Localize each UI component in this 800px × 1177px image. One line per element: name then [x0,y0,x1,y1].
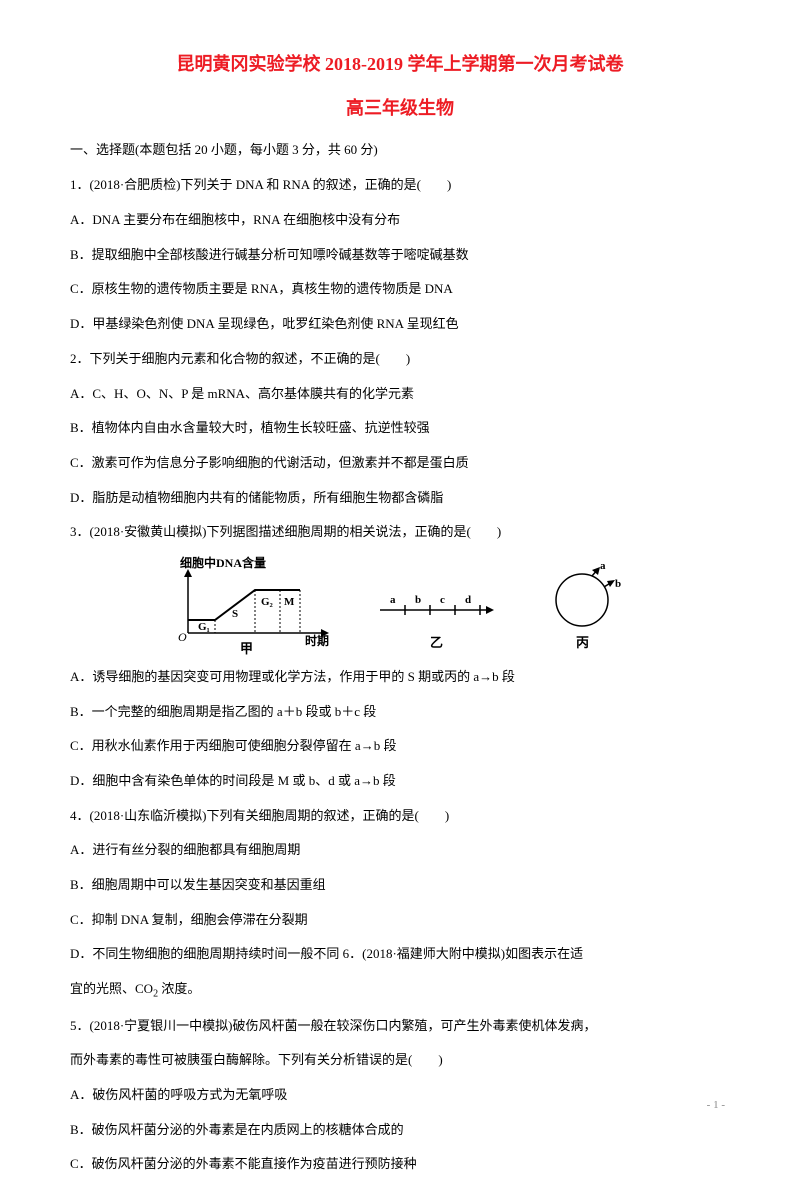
chart-jia-ylabel: 细胞中DNA含量 [180,555,266,570]
chart-yi: a b c d 乙 [370,555,510,655]
svg-text:a: a [390,594,396,606]
exam-title-main: 昆明黄冈实验学校 2018-2019 学年上学期第一次月考试卷 [70,50,730,76]
q5-option-b: B．破伤风杆菌分泌的外毒素是在内质网上的核糖体合成的 [70,1118,730,1143]
q2-option-b: B．植物体内自由水含量较大时，植物生长较旺盛、抗逆性较强 [70,416,730,441]
q4-option-c: C．抑制 DNA 复制，细胞会停滞在分裂期 [70,908,730,933]
q1-option-a: A．DNA 主要分布在细胞核中，RNA 在细胞核中没有分布 [70,208,730,233]
svg-text:丙: 丙 [576,635,589,650]
q4-stem: 4．(2018·山东临沂模拟)下列有关细胞周期的叙述，正确的是( ) [70,804,730,829]
page-number: - 1 - [707,1099,725,1111]
q2-option-d: D．脂肪是动植物细胞内共有的储能物质，所有细胞生物都含磷脂 [70,486,730,511]
q2-stem: 2．下列关于细胞内元素和化合物的叙述，不正确的是( ) [70,347,730,372]
q2-option-c: C．激素可作为信息分子影响细胞的代谢活动，但激素并不都是蛋白质 [70,451,730,476]
svg-text:c: c [440,594,445,606]
q5-option-c: C．破伤风杆菌分泌的外毒素不能直接作为疫苗进行预防接种 [70,1152,730,1177]
q4-option-b: B．细胞周期中可以发生基因突变和基因重组 [70,873,730,898]
q1-option-c: C．原核生物的遗传物质主要是 RNA，真核生物的遗传物质是 DNA [70,277,730,302]
section-header: 一、选择题(本题包括 20 小题，每小题 3 分，共 60 分) [70,138,730,161]
svg-text:O: O [178,630,187,644]
q4-option-a: A．进行有丝分裂的细胞都具有细胞周期 [70,838,730,863]
q3-option-a: A．诱导细胞的基因突变可用物理或化学方法，作用于甲的 S 期或丙的 a→b 段 [70,665,730,690]
svg-text:d: d [465,594,471,606]
svg-text:b: b [415,594,421,606]
svg-text:甲: 甲 [240,641,253,655]
q3-option-d: D．细胞中含有染色单体的时间段是 M 或 b、d 或 a→b 段 [70,769,730,794]
q1-stem: 1．(2018·合肥质检)下列关于 DNA 和 RNA 的叙述，正确的是( ) [70,173,730,198]
chart-jia: 细胞中DNA含量 G₁ S G₂ M O 时期 甲 [170,555,340,655]
q1-option-b: B．提取细胞中全部核酸进行碱基分析可知嘌呤碱基数等于嘧啶碱基数 [70,243,730,268]
q3-stem: 3．(2018·安徽黄山模拟)下列据图描述细胞周期的相关说法，正确的是( ) [70,520,730,545]
svg-text:M: M [284,596,295,608]
q4-option-d-line2: 宜的光照、CO2 浓度。 [70,977,730,1004]
q3-option-c: C．用秋水仙素作用于丙细胞可使细胞分裂停留在 a→b 段 [70,734,730,759]
svg-text:乙: 乙 [430,635,443,650]
svg-text:S: S [232,608,238,620]
q5-option-a: A．破伤风杆菌的呼吸方式为无氧呼吸 [70,1083,730,1108]
svg-text:G₂: G₂ [261,596,274,608]
q3-option-b: B．一个完整的细胞周期是指乙图的 a＋b 段或 b＋c 段 [70,700,730,725]
svg-text:时期: 时期 [305,633,329,648]
svg-text:a: a [600,560,606,572]
q1-option-d: D．甲基绿染色剂使 DNA 呈现绿色，吡罗红染色剂使 RNA 呈现红色 [70,312,730,337]
q2-option-a: A．C、H、O、N、P 是 mRNA、高尔基体膜共有的化学元素 [70,382,730,407]
q5-stem-line1: 5．(2018·宁夏银川一中模拟)破伤风杆菌一般在较深伤口内繁殖，可产生外毒素使… [70,1014,730,1039]
svg-text:G₁: G₁ [198,621,210,633]
q4-option-d-line1: D．不同生物细胞的细胞周期持续时间一般不同 6．(2018·福建师大附中模拟)如… [70,942,730,967]
q5-stem-line2: 而外毒素的毒性可被胰蛋白酶解除。下列有关分析错误的是( ) [70,1048,730,1073]
chart-bing: a b 丙 [540,555,630,655]
q3-diagram: 细胞中DNA含量 G₁ S G₂ M O 时期 甲 a b c d 乙 [70,555,730,655]
exam-title-sub: 高三年级生物 [70,94,730,120]
svg-text:b: b [615,578,621,590]
